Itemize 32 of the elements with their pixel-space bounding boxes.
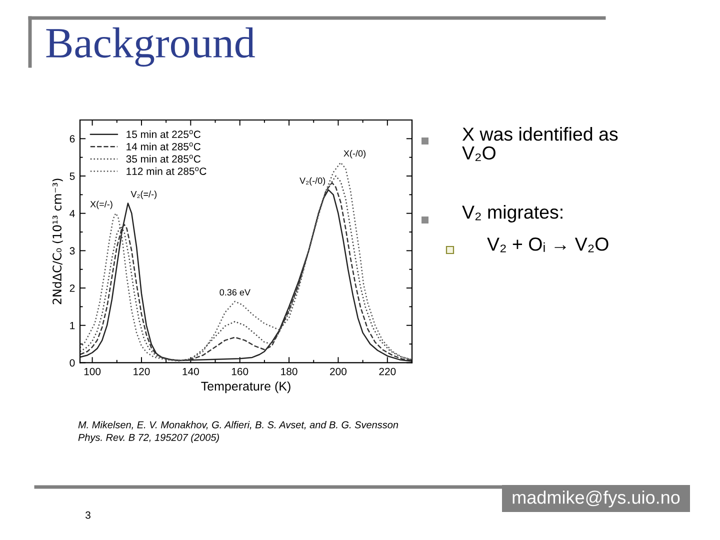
- y-tick-label: 1: [70, 322, 75, 330]
- y-tick-label: 0: [70, 359, 75, 367]
- text: V₂ + Oᵢ → V₂O: [487, 237, 608, 252]
- x-tick-label: 160: [232, 368, 248, 376]
- text: M. Mikelsen, E. V. Monakhov, G. Alfieri, B. S. Avset, and B. G. Svensson Phys. Rev. B 72, 195207 (2005): [78, 421, 398, 443]
- text: X was identified as V₂O: [462, 127, 618, 162]
- legend-label: 15 min at 225$^{o}$C: [126, 130, 201, 138]
- annotation: V₂(=/-): [130, 190, 156, 200]
- legend-label: 14 min at 285$^{o}$C: [126, 142, 201, 150]
- annotation: V₂(-/0): [300, 177, 326, 186]
- text: madmike@fys.uio.no: [512, 490, 680, 508]
- y-axis-title: 2NdΔC/C₀ (10¹³ cm⁻³): [52, 178, 63, 304]
- chart-title: Background: [46, 27, 255, 67]
- y-tick-label: 2: [70, 284, 75, 292]
- x-tick-label: 200: [330, 368, 347, 376]
- y-tick-label: 6: [70, 135, 75, 143]
- y-tick-label: 5: [70, 172, 75, 180]
- x-axis-title: Temperature (K): [201, 381, 290, 394]
- x-tick-label: 100: [84, 368, 101, 376]
- x-tick-label: 220: [379, 368, 396, 376]
- annotation: 0.36 eV: [220, 289, 250, 296]
- x-tick-label: 180: [281, 368, 298, 376]
- x-tick-label: 120: [134, 368, 150, 376]
- y-tick-label: 3: [70, 247, 75, 255]
- legend-label: 35 min at 285$^{o}$C: [126, 154, 201, 163]
- x-tick-label: 140: [182, 368, 199, 376]
- y-tick-label: 4: [70, 210, 75, 218]
- text: V₂ migrates:: [462, 205, 562, 222]
- legend-label: 112 min at 285$^{o}$C: [126, 167, 206, 175]
- annotation: X(=/-): [90, 200, 112, 210]
- text: 3: [86, 511, 90, 519]
- annotation: X(-/0): [344, 150, 366, 158]
